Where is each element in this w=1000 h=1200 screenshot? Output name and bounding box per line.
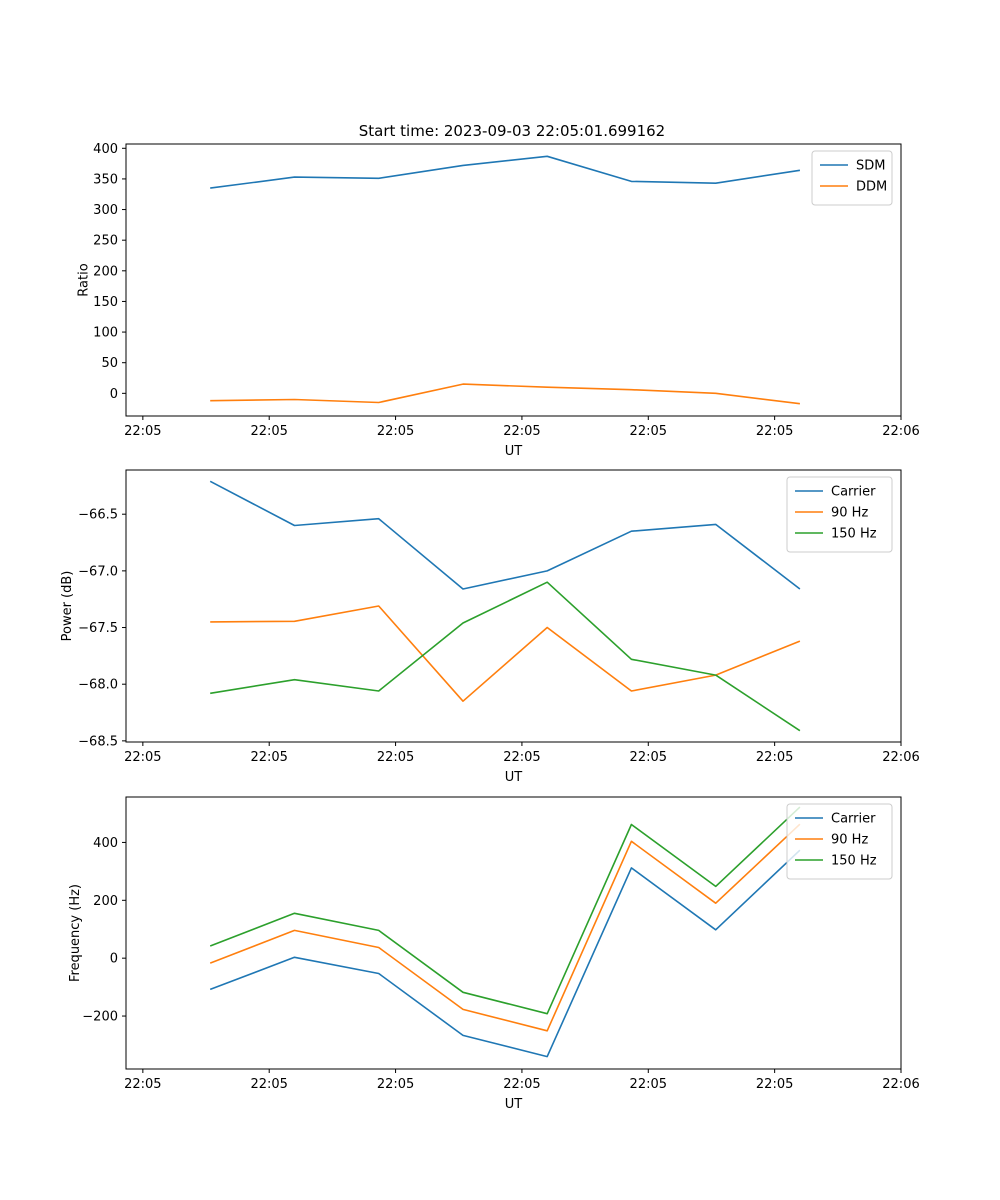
x-axis-label: UT: [505, 444, 523, 459]
x-tick-label: 22:05: [503, 424, 540, 439]
x-axis-label: UT: [505, 1097, 523, 1112]
legend-label: SDM: [856, 159, 885, 174]
y-tick-label: −68.0: [78, 678, 118, 693]
series-line-sdm: [210, 155, 801, 189]
y-tick-label: 200: [93, 264, 118, 279]
legend: Carrier 90 Hz 150 Hz: [786, 803, 893, 880]
series-line-90-hz: [209, 823, 801, 1032]
x-tick-label: 22:06: [882, 1077, 919, 1092]
y-tick-label: 400: [93, 142, 118, 157]
y-tick-label: 0: [110, 952, 118, 967]
y-tick-label: 200: [93, 894, 118, 909]
y-tick-label: −68.5: [78, 734, 118, 749]
y-tick-label: −66.5: [78, 508, 118, 523]
x-tick-label: 22:05: [503, 750, 540, 765]
legend-label: DDM: [856, 180, 887, 195]
y-tick-label: −67.5: [78, 621, 118, 636]
legend-label: 90 Hz: [831, 506, 868, 521]
subplot-1: 22:05 22:05 22:05 22:05 22:05 22:05 22:06 0 50 10…: [76, 142, 919, 459]
series-line-carrier: [209, 849, 801, 1058]
x-tick-label: 22:05: [124, 750, 161, 765]
y-axis-label: Power (dB): [60, 571, 75, 642]
legend: Carrier 90 Hz 150 Hz: [786, 476, 893, 553]
legend-label: 150 Hz: [831, 854, 877, 869]
x-tick-label: 22:05: [630, 1077, 667, 1092]
legend-label: Carrier: [831, 812, 876, 827]
y-tick-label: 300: [93, 203, 118, 218]
subplot-2: 22:05 22:05 22:05 22:05 22:05 22:05 22:06 −68.5…: [60, 469, 920, 785]
x-tick-label: 22:05: [630, 750, 667, 765]
x-tick-label: 22:05: [377, 1077, 414, 1092]
x-tick-label: 22:06: [882, 424, 919, 439]
legend-label: 150 Hz: [831, 527, 877, 542]
y-axis-label: Ratio: [76, 263, 91, 296]
series-line-150-hz: [210, 581, 801, 732]
x-tick-label: 22:05: [756, 1077, 793, 1092]
subplot-3: 22:05 22:05 22:05 22:05 22:05 22:05 22:06 −200 0…: [68, 796, 920, 1112]
x-tick-label: 22:05: [377, 750, 414, 765]
series-line-ddm: [210, 383, 800, 405]
x-tick-label: 22:05: [503, 1077, 540, 1092]
legend-label: Carrier: [831, 485, 876, 500]
legend-label: 90 Hz: [831, 833, 868, 848]
y-tick-label: 400: [93, 836, 118, 851]
x-tick-label: 22:05: [630, 424, 667, 439]
y-tick-label: −200: [82, 1010, 118, 1025]
x-tick-label: 22:06: [882, 750, 919, 765]
series-line-carrier: [209, 480, 801, 590]
y-tick-label: 50: [101, 356, 118, 371]
x-axis-label: UT: [505, 770, 523, 785]
subplot-panels: 22:05 22:05 22:05 22:05 22:05 22:05 22:06 0 50 10…: [60, 142, 920, 1112]
series-line-150-hz: [209, 806, 801, 1015]
y-tick-label: 100: [93, 326, 118, 341]
series-line-90-hz: [210, 605, 801, 703]
x-tick-label: 22:05: [250, 750, 287, 765]
x-tick-label: 22:05: [250, 1077, 287, 1092]
axes-frame: [125, 143, 902, 417]
y-tick-label: 250: [93, 234, 118, 249]
y-tick-label: −67.0: [78, 564, 118, 579]
x-tick-label: 22:05: [124, 424, 161, 439]
x-tick-label: 22:05: [250, 424, 287, 439]
axes-frame: [125, 469, 902, 743]
x-tick-label: 22:05: [124, 1077, 161, 1092]
figure-title: Start time: 2023-09-03 22:05:01.699162: [359, 122, 665, 140]
y-tick-label: 350: [93, 172, 118, 187]
x-tick-label: 22:05: [377, 424, 414, 439]
legend: SDM DDM: [811, 150, 893, 206]
y-tick-label: 150: [93, 295, 118, 310]
y-tick-label: 0: [110, 387, 118, 402]
axes-frame: [125, 796, 902, 1070]
x-tick-label: 22:05: [756, 424, 793, 439]
y-axis-label: Frequency (Hz): [68, 884, 83, 982]
x-tick-label: 22:05: [756, 750, 793, 765]
